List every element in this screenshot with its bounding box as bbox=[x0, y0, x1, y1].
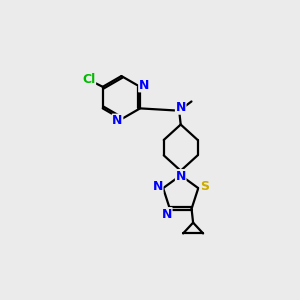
Text: N: N bbox=[139, 79, 149, 92]
Text: S: S bbox=[200, 180, 209, 193]
Text: N: N bbox=[152, 180, 163, 193]
Text: N: N bbox=[176, 101, 186, 114]
Text: N: N bbox=[162, 208, 172, 221]
Text: N: N bbox=[112, 114, 123, 127]
Text: N: N bbox=[176, 169, 186, 183]
Text: Cl: Cl bbox=[82, 73, 95, 85]
